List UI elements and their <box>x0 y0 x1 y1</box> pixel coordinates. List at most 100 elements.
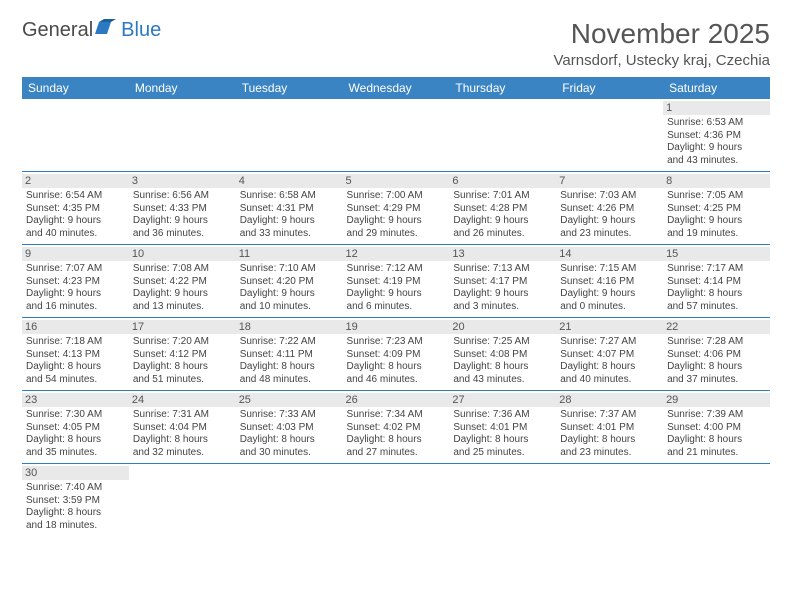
sunset-line: Sunset: 3:59 PM <box>26 495 125 508</box>
day-number: 16 <box>22 320 129 334</box>
sunrise-line: Sunrise: 7:15 AM <box>560 263 659 276</box>
daylight-line-2: and 19 minutes. <box>667 228 766 241</box>
calendar-cell <box>129 99 236 172</box>
day-number: 26 <box>343 393 450 407</box>
calendar-cell <box>343 99 450 172</box>
daylight-line-2: and 46 minutes. <box>347 374 446 387</box>
daylight-line-1: Daylight: 8 hours <box>26 361 125 374</box>
sunset-line: Sunset: 4:01 PM <box>453 422 552 435</box>
daylight-line-2: and 13 minutes. <box>133 301 232 314</box>
day-number: 14 <box>556 247 663 261</box>
day-number: 29 <box>663 393 770 407</box>
sunrise-line: Sunrise: 7:10 AM <box>240 263 339 276</box>
day-header: Wednesday <box>343 77 450 99</box>
calendar-cell: 13Sunrise: 7:13 AMSunset: 4:17 PMDayligh… <box>449 245 556 318</box>
daylight-line-2: and 25 minutes. <box>453 447 552 460</box>
calendar-cell: 6Sunrise: 7:01 AMSunset: 4:28 PMDaylight… <box>449 172 556 245</box>
calendar-cell <box>449 99 556 172</box>
day-number: 17 <box>129 320 236 334</box>
daylight-line-2: and 33 minutes. <box>240 228 339 241</box>
daylight-line-1: Daylight: 8 hours <box>560 361 659 374</box>
sunset-line: Sunset: 4:00 PM <box>667 422 766 435</box>
daylight-line-1: Daylight: 8 hours <box>560 434 659 447</box>
daylight-line-2: and 40 minutes. <box>26 228 125 241</box>
day-header: Saturday <box>663 77 770 99</box>
sunset-line: Sunset: 4:07 PM <box>560 349 659 362</box>
daylight-line-2: and 35 minutes. <box>26 447 125 460</box>
calendar-cell: 17Sunrise: 7:20 AMSunset: 4:12 PMDayligh… <box>129 318 236 391</box>
sunrise-line: Sunrise: 7:12 AM <box>347 263 446 276</box>
sunset-line: Sunset: 4:19 PM <box>347 276 446 289</box>
daylight-line-1: Daylight: 9 hours <box>240 288 339 301</box>
daylight-line-1: Daylight: 8 hours <box>240 361 339 374</box>
sunrise-line: Sunrise: 7:27 AM <box>560 336 659 349</box>
daylight-line-1: Daylight: 8 hours <box>453 361 552 374</box>
day-number: 27 <box>449 393 556 407</box>
sunrise-line: Sunrise: 6:54 AM <box>26 190 125 203</box>
day-number: 2 <box>22 174 129 188</box>
day-header: Sunday <box>22 77 129 99</box>
sunrise-line: Sunrise: 7:25 AM <box>453 336 552 349</box>
sunrise-line: Sunrise: 7:39 AM <box>667 409 766 422</box>
sunrise-line: Sunrise: 7:40 AM <box>26 482 125 495</box>
sunrise-line: Sunrise: 7:18 AM <box>26 336 125 349</box>
day-number: 15 <box>663 247 770 261</box>
daylight-line-1: Daylight: 8 hours <box>240 434 339 447</box>
calendar-cell: 5Sunrise: 7:00 AMSunset: 4:29 PMDaylight… <box>343 172 450 245</box>
header: General Blue November 2025 Varnsdorf, Us… <box>22 18 770 69</box>
calendar-cell <box>449 464 556 537</box>
daylight-line-1: Daylight: 8 hours <box>667 434 766 447</box>
calendar-cell: 1Sunrise: 6:53 AMSunset: 4:36 PMDaylight… <box>663 99 770 172</box>
daylight-line-1: Daylight: 9 hours <box>26 288 125 301</box>
sunrise-line: Sunrise: 7:00 AM <box>347 190 446 203</box>
sunrise-line: Sunrise: 6:53 AM <box>667 117 766 130</box>
daylight-line-2: and 51 minutes. <box>133 374 232 387</box>
day-header: Friday <box>556 77 663 99</box>
calendar-cell: 3Sunrise: 6:56 AMSunset: 4:33 PMDaylight… <box>129 172 236 245</box>
logo-text-1: General <box>22 19 93 42</box>
day-number: 7 <box>556 174 663 188</box>
logo-text-2: Blue <box>121 19 161 42</box>
sunset-line: Sunset: 4:02 PM <box>347 422 446 435</box>
day-header-row: Sunday Monday Tuesday Wednesday Thursday… <box>22 77 770 99</box>
calendar-cell: 23Sunrise: 7:30 AMSunset: 4:05 PMDayligh… <box>22 391 129 464</box>
sunset-line: Sunset: 4:03 PM <box>240 422 339 435</box>
daylight-line-2: and 23 minutes. <box>560 447 659 460</box>
calendar-cell: 10Sunrise: 7:08 AMSunset: 4:22 PMDayligh… <box>129 245 236 318</box>
sunset-line: Sunset: 4:04 PM <box>133 422 232 435</box>
calendar-cell: 22Sunrise: 7:28 AMSunset: 4:06 PMDayligh… <box>663 318 770 391</box>
daylight-line-1: Daylight: 8 hours <box>667 361 766 374</box>
calendar-cell <box>343 464 450 537</box>
day-number: 24 <box>129 393 236 407</box>
daylight-line-1: Daylight: 9 hours <box>240 215 339 228</box>
daylight-line-2: and 6 minutes. <box>347 301 446 314</box>
daylight-line-2: and 48 minutes. <box>240 374 339 387</box>
daylight-line-2: and 32 minutes. <box>133 447 232 460</box>
calendar-cell: 11Sunrise: 7:10 AMSunset: 4:20 PMDayligh… <box>236 245 343 318</box>
calendar-cell: 19Sunrise: 7:23 AMSunset: 4:09 PMDayligh… <box>343 318 450 391</box>
calendar-week-row: 2Sunrise: 6:54 AMSunset: 4:35 PMDaylight… <box>22 172 770 245</box>
sunset-line: Sunset: 4:20 PM <box>240 276 339 289</box>
sunrise-line: Sunrise: 7:31 AM <box>133 409 232 422</box>
sunrise-line: Sunrise: 7:17 AM <box>667 263 766 276</box>
calendar-cell: 2Sunrise: 6:54 AMSunset: 4:35 PMDaylight… <box>22 172 129 245</box>
calendar-cell <box>22 99 129 172</box>
sunrise-line: Sunrise: 7:22 AM <box>240 336 339 349</box>
daylight-line-1: Daylight: 9 hours <box>667 142 766 155</box>
calendar-cell <box>236 464 343 537</box>
daylight-line-1: Daylight: 8 hours <box>453 434 552 447</box>
logo-flag-icon <box>94 18 120 42</box>
sunrise-line: Sunrise: 7:13 AM <box>453 263 552 276</box>
daylight-line-1: Daylight: 8 hours <box>667 288 766 301</box>
daylight-line-1: Daylight: 9 hours <box>560 215 659 228</box>
sunrise-line: Sunrise: 6:56 AM <box>133 190 232 203</box>
sunrise-line: Sunrise: 7:37 AM <box>560 409 659 422</box>
daylight-line-1: Daylight: 9 hours <box>667 215 766 228</box>
calendar-week-row: 23Sunrise: 7:30 AMSunset: 4:05 PMDayligh… <box>22 391 770 464</box>
sunrise-line: Sunrise: 7:30 AM <box>26 409 125 422</box>
sunset-line: Sunset: 4:29 PM <box>347 203 446 216</box>
calendar-cell: 28Sunrise: 7:37 AMSunset: 4:01 PMDayligh… <box>556 391 663 464</box>
sunset-line: Sunset: 4:17 PM <box>453 276 552 289</box>
calendar-cell: 16Sunrise: 7:18 AMSunset: 4:13 PMDayligh… <box>22 318 129 391</box>
daylight-line-1: Daylight: 8 hours <box>133 361 232 374</box>
